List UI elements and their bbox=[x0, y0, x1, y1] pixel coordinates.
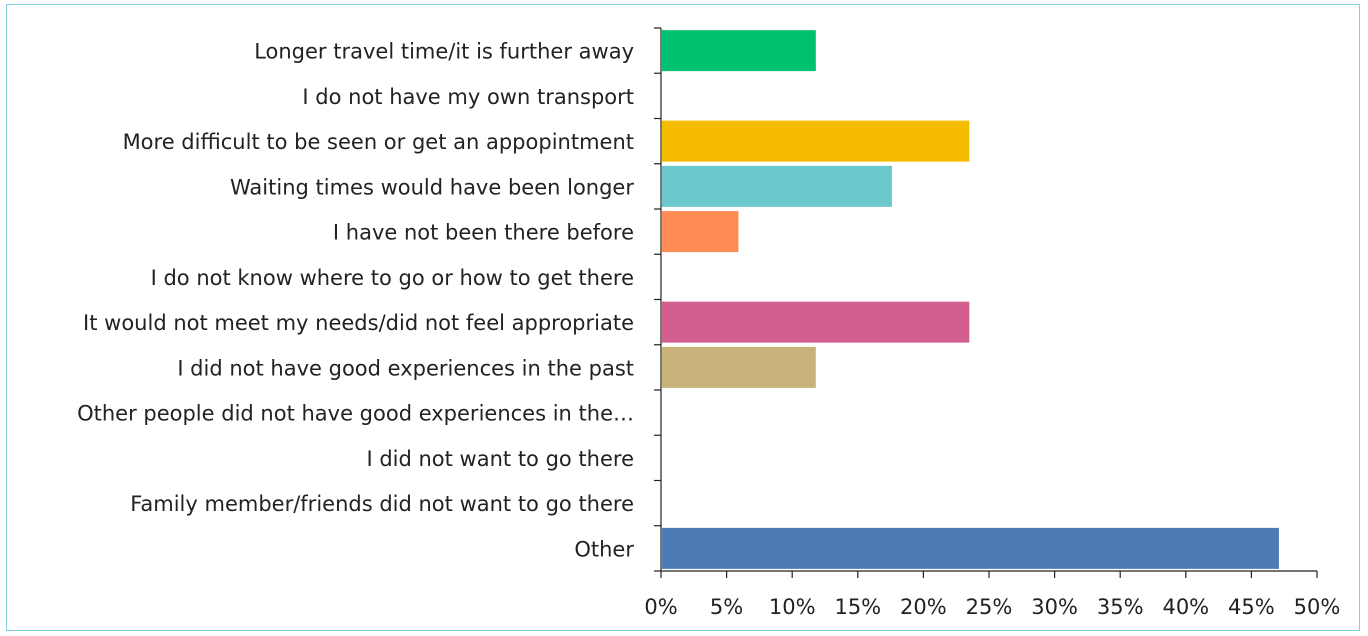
category-label: I do not have my own transport bbox=[302, 85, 634, 109]
category-label: I did not want to go there bbox=[366, 447, 634, 471]
x-tick-label: 10% bbox=[769, 595, 816, 619]
bar-11 bbox=[662, 527, 1279, 569]
category-label: I have not been there before bbox=[333, 221, 634, 245]
category-label: Family member/friends did not want to go… bbox=[130, 492, 634, 516]
bar-6 bbox=[662, 301, 970, 343]
category-label: Waiting times would have been longer bbox=[230, 175, 634, 199]
bar-0 bbox=[662, 30, 816, 72]
x-tick-label: 50% bbox=[1294, 595, 1341, 619]
x-tick-label: 20% bbox=[900, 595, 947, 619]
x-tick-label: 35% bbox=[1097, 595, 1144, 619]
category-labels: Longer travel time/it is further away I d… bbox=[77, 40, 634, 562]
bar-3 bbox=[662, 165, 892, 207]
x-tick-label: 30% bbox=[1031, 595, 1078, 619]
bar-2 bbox=[662, 120, 970, 162]
x-tick-label: 15% bbox=[834, 595, 881, 619]
x-tick-label: 0% bbox=[644, 595, 677, 619]
bar-7 bbox=[662, 346, 816, 388]
bars-group bbox=[662, 30, 1279, 569]
category-label: It would not meet my needs/did not feel … bbox=[83, 311, 634, 335]
x-tick-label: 5% bbox=[710, 595, 743, 619]
x-tick-labels: 0% 5% 10% 15% 20% 25% 30% 35% 40% 45% 50% bbox=[644, 595, 1340, 619]
category-label: I do not know where to go or how to get … bbox=[151, 266, 634, 290]
x-tick-label: 45% bbox=[1228, 595, 1275, 619]
category-label: Other people did not have good experienc… bbox=[77, 402, 634, 426]
bar-4 bbox=[662, 211, 739, 253]
x-tick-label: 25% bbox=[966, 595, 1013, 619]
category-label: More difficult to be seen or get an appo… bbox=[123, 130, 634, 154]
category-label: Longer travel time/it is further away bbox=[254, 40, 634, 64]
category-label: Other bbox=[574, 537, 634, 561]
category-label: I did not have good experiences in the p… bbox=[177, 356, 634, 380]
x-tick-label: 40% bbox=[1162, 595, 1209, 619]
axes-group bbox=[654, 27, 1318, 578]
